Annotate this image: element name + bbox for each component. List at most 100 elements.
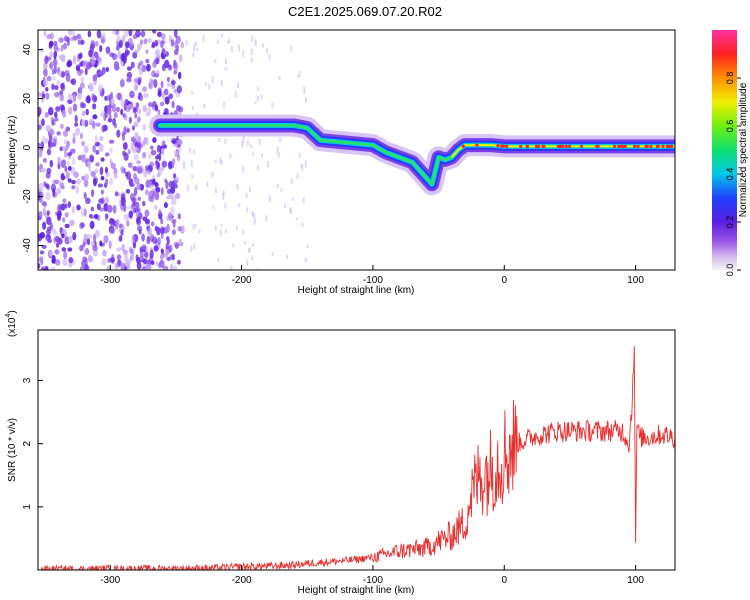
noise-speck [160,248,164,254]
noise-speck [183,160,186,166]
noise-speck [94,134,98,144]
noise-speck [183,164,186,170]
noise-speck [83,208,87,217]
noise-speck [124,41,130,49]
ridge-peak [655,144,659,148]
noise-speck [168,64,172,70]
noise-speck [171,196,177,206]
noise-speck [241,140,244,148]
spectrogram-frame [37,29,676,271]
noise-speck [59,182,65,188]
noise-speck [38,256,43,263]
noise-speck [295,217,298,221]
ridge-peak [661,144,665,148]
noise-speck [108,139,115,144]
noise-speck [120,165,125,174]
noise-speck [304,160,307,168]
noise-speck [267,160,270,168]
noise-speck [94,229,101,238]
spectrogram-ridge [149,114,675,196]
snr-frame [37,329,676,571]
noise-speck [305,97,308,103]
noise-speck [46,226,52,232]
noise-speck [219,156,222,163]
noise-speck [298,152,301,158]
noise-speck [254,38,257,43]
spectrogram-y-label: Frequency (Hz) [7,116,18,185]
noise-speck [38,263,41,269]
colorbar-tick-label: 0.8 [725,72,735,85]
noise-speck [111,30,117,35]
noise-speck [279,137,282,143]
noise-speck [242,136,245,143]
noise-speck [60,44,64,52]
noise-speck [129,90,135,99]
ridge-peak [636,144,640,148]
noise-speck [140,251,144,259]
noise-speck [247,247,250,253]
noise-speck [109,147,113,153]
noise-speck [87,30,92,38]
noise-speck [157,39,161,44]
noise-speck [173,241,180,248]
noise-speck [251,256,254,261]
noise-speck [133,121,139,128]
noise-speck [101,124,106,133]
noise-speck [123,213,130,221]
noise-speck [136,225,143,232]
noise-speck [134,49,139,54]
colorbar-gradient [712,30,737,270]
noise-speck [208,84,211,90]
noise-speck [156,31,162,38]
noise-speck [306,244,309,249]
noise-speck [121,132,125,142]
noise-speck [155,160,159,166]
noise-speck [51,254,56,264]
noise-speck [82,175,86,182]
noise-speck [104,95,108,101]
noise-speck [135,212,139,218]
spectrogram-x-tick-label: 0 [501,275,507,286]
noise-speck [230,265,233,270]
noise-speck [103,202,109,212]
noise-speck [150,221,155,227]
noise-speck [135,254,139,261]
noise-speck [38,211,43,218]
noise-speck [128,162,133,169]
noise-speck [120,53,126,63]
noise-speck [64,144,69,151]
noise-speck [290,178,293,184]
noise-speck [81,155,86,163]
noise-speck [99,197,105,205]
noise-speck [175,193,181,200]
noise-speck [170,39,175,47]
snr-y-multiplier-close: ) [7,310,18,313]
noise-speck [117,258,121,268]
noise-speck [260,94,263,99]
noise-speck [48,40,54,47]
noise-speck [76,204,81,211]
noise-speck [61,71,66,78]
noise-speck [123,113,128,121]
noise-speck [49,141,53,149]
ridge-peak [644,144,648,148]
noise-speck [117,50,122,60]
snr-y-multiplier-base: (x10 [7,317,18,337]
noise-speck [82,241,86,248]
noise-speck [250,35,253,42]
noise-speck [143,92,149,99]
noise-speck [252,243,255,248]
noise-speck [203,104,206,109]
noise-speck [45,236,49,241]
noise-speck [194,41,197,47]
noise-speck [71,157,75,166]
noise-speck [40,168,46,173]
noise-speck [38,182,44,192]
noise-speck [206,181,209,188]
noise-speck [131,235,136,244]
noise-speck [58,54,63,60]
noise-speck [72,132,77,139]
noise-speck [139,39,144,45]
noise-speck [86,234,92,239]
noise-speck [143,38,148,45]
